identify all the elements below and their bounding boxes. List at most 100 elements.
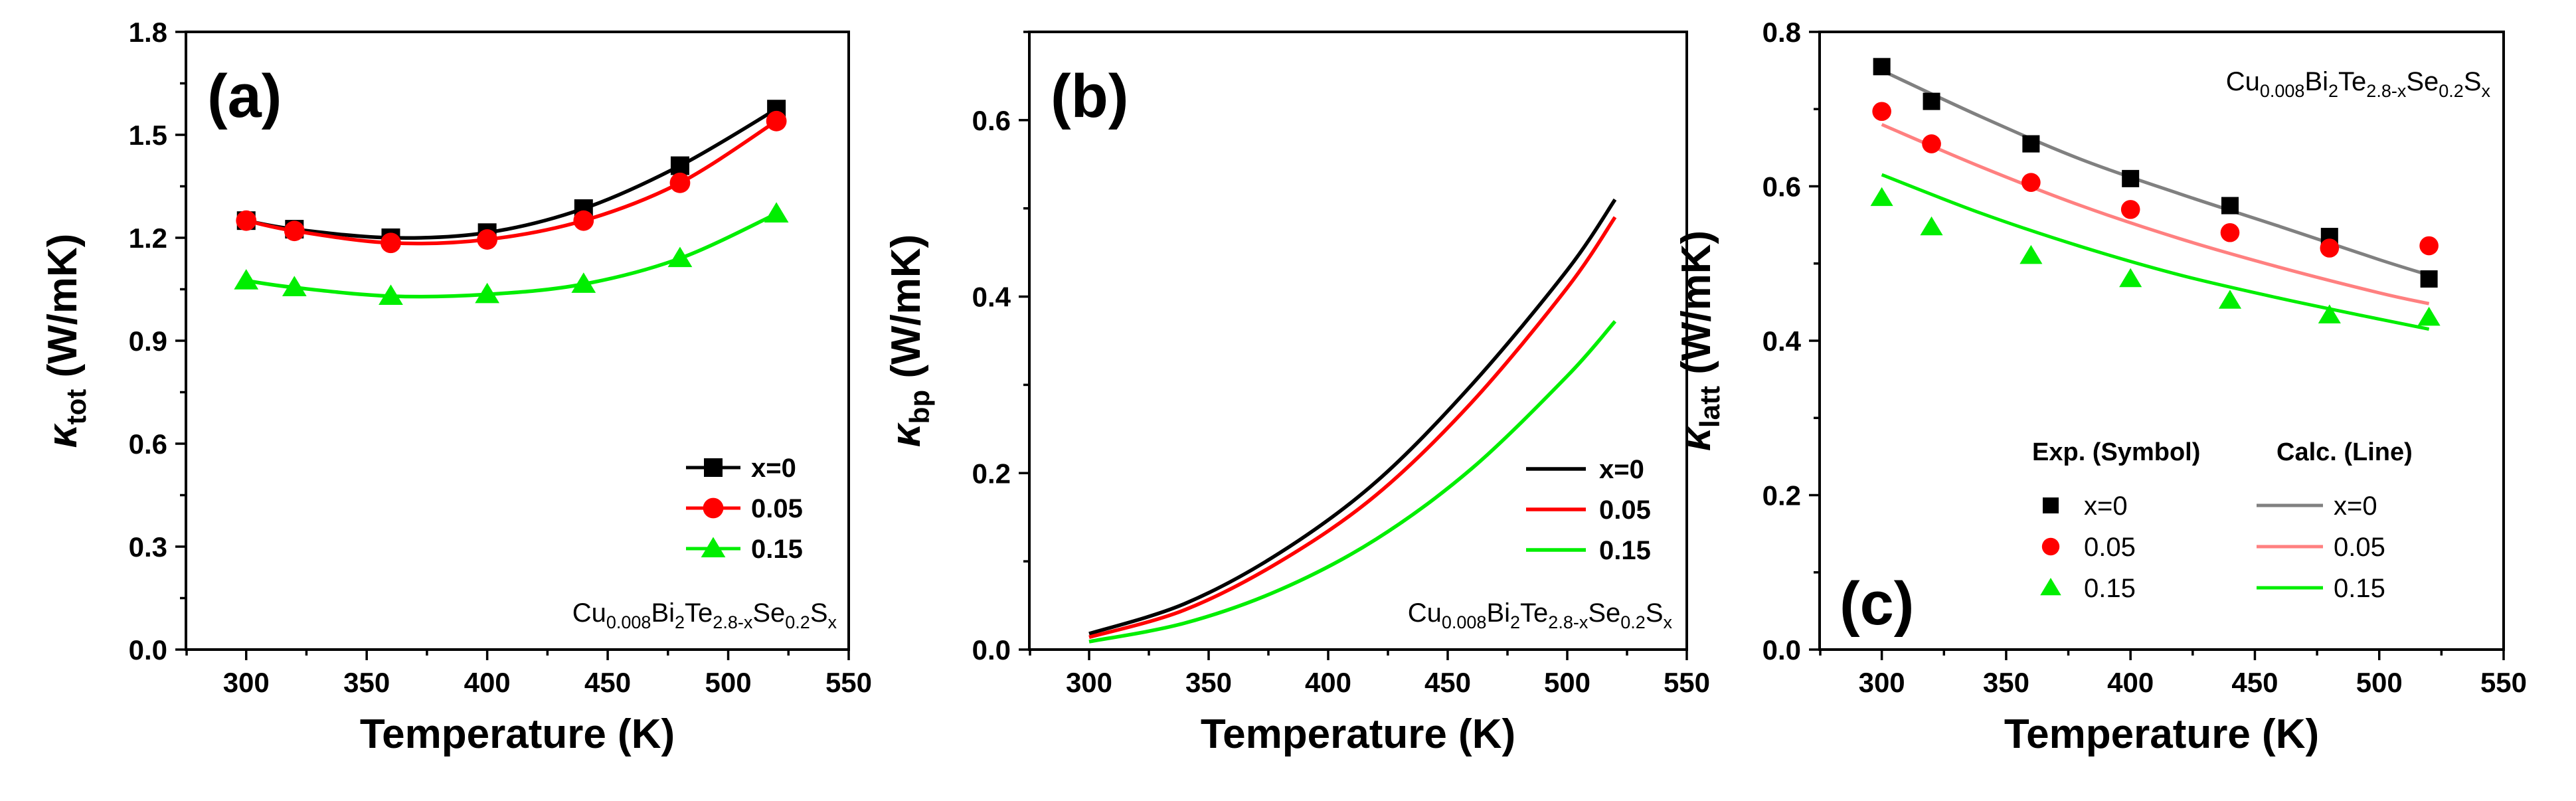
- data-point: [2019, 244, 2043, 264]
- y-axis-symbol: κ: [40, 422, 86, 448]
- legend-label: 0.15: [2084, 574, 2136, 603]
- data-point: [477, 229, 498, 250]
- formula-part: S: [810, 598, 828, 628]
- series-0-15: [1870, 173, 2441, 331]
- calc-line: [1881, 68, 2430, 277]
- legend-label: 0.15: [2334, 574, 2385, 603]
- series-0-05: [1088, 216, 1617, 640]
- x-tick-label: 400: [2107, 667, 2154, 698]
- data-point: [670, 156, 689, 175]
- series-line: [1088, 216, 1617, 640]
- series-0-15: [1088, 319, 1617, 644]
- data-point: [236, 210, 257, 231]
- series-0-15: [234, 202, 789, 305]
- y-tick-label: 0.2: [972, 458, 1011, 489]
- legend-label: x=0: [2334, 491, 2377, 521]
- calc-line: [1881, 123, 2430, 306]
- y-tick-label: 0.6: [1762, 171, 1801, 203]
- series-line: [246, 212, 778, 299]
- data-point: [475, 282, 500, 304]
- panel-label: (a): [207, 62, 282, 130]
- x-tick-label: 550: [1664, 667, 1710, 698]
- series-0-05: [1872, 102, 2439, 306]
- formula-subscript: 0.008: [1442, 612, 1487, 632]
- data-point: [2022, 135, 2040, 153]
- formula-part: Cu: [572, 598, 606, 628]
- y-axis-subscript: bp: [904, 390, 935, 424]
- formula-part: S: [1646, 598, 1664, 628]
- data-point: [2120, 200, 2140, 219]
- x-axis-title: Temperature (K): [360, 711, 675, 757]
- data-point: [234, 269, 259, 290]
- legend-label: 0.15: [1599, 536, 1651, 565]
- formula-subscript: 2.8-x: [2366, 81, 2407, 101]
- y-tick-label: 1.2: [129, 222, 167, 254]
- legend-marker: [704, 458, 723, 477]
- panel-label: (b): [1051, 62, 1128, 130]
- data-point: [669, 172, 691, 193]
- legend-label: 0.05: [751, 494, 803, 523]
- y-tick-label: 0.4: [972, 282, 1011, 313]
- formula-label: Cu0.008Bi2Te2.8-xSe0.2Sx: [1408, 598, 1673, 632]
- formula-subscript: 0.2: [785, 612, 810, 632]
- y-axis-symbol: κ: [883, 422, 929, 447]
- legend-label: x=0: [2084, 491, 2128, 521]
- y-axis-title: κbp (W/mK): [883, 234, 935, 448]
- formula-subscript: 2: [675, 612, 685, 632]
- y-axis-symbol: κ: [1674, 426, 1719, 451]
- y-tick-label: 1.5: [129, 120, 167, 151]
- y-tick-label: 0.0: [1762, 634, 1801, 666]
- calc-line: [1881, 173, 2430, 331]
- formula-part: Te: [1520, 598, 1548, 628]
- series-x-0: [236, 100, 786, 247]
- formula-subscript: 0.008: [2260, 81, 2305, 101]
- x-tick-label: 400: [464, 667, 511, 698]
- data-point: [1870, 187, 1893, 207]
- data-point: [1923, 92, 1940, 110]
- legend-label: x=0: [1599, 455, 1644, 484]
- data-point: [2320, 238, 2340, 258]
- legend-marker: [703, 497, 724, 519]
- data-point: [381, 232, 401, 254]
- data-point: [1922, 134, 1941, 153]
- x-tick-label: 500: [2356, 667, 2403, 698]
- y-tick-label: 0.6: [129, 428, 167, 460]
- y-axis-title: κtot (W/mK): [40, 234, 92, 448]
- data-point: [766, 110, 787, 132]
- data-point: [2318, 304, 2341, 323]
- legend-marker: [2040, 578, 2061, 596]
- data-point: [2119, 268, 2142, 288]
- formula-part: Te: [685, 598, 713, 628]
- formula-subscript: 2: [1510, 612, 1520, 632]
- x-tick-label: 500: [705, 667, 752, 698]
- formula-part: Bi: [2304, 67, 2328, 96]
- formula-label: Cu0.008Bi2Te2.8-xSe0.2Sx: [2226, 67, 2491, 101]
- series-line: [246, 120, 778, 246]
- series-line: [1088, 319, 1617, 644]
- formula-part: S: [2464, 67, 2482, 96]
- x-tick-label: 350: [343, 667, 390, 698]
- legend: Exp. (Symbol) Calc. (Line) x=0 x=0 0.05 0.05 0…: [2032, 438, 2413, 603]
- formula-subscript: x: [828, 612, 837, 632]
- legend-header-exp: Exp. (Symbol): [2032, 438, 2200, 466]
- y-tick-label: 0.0: [129, 634, 167, 666]
- data-point: [571, 272, 596, 293]
- formula-subscript: x: [2482, 81, 2491, 101]
- formula-subscript: 0.2: [2439, 81, 2464, 101]
- y-axis-subscript: latt: [1694, 386, 1725, 428]
- data-point: [1872, 102, 1891, 122]
- y-tick-label: 0.0: [972, 634, 1011, 666]
- y-axis-title: κlatt (W/mK): [1674, 230, 1725, 451]
- series-line: [1088, 198, 1617, 636]
- formula-subscript: 2: [2328, 81, 2338, 101]
- x-tick-label: 550: [825, 667, 872, 698]
- y-tick-label: 0.2: [1762, 480, 1801, 511]
- formula-subscript: 0.2: [1620, 612, 1646, 632]
- data-point: [2221, 197, 2239, 215]
- formula-label: Cu0.008Bi2Te2.8-xSe0.2Sx: [572, 598, 837, 632]
- data-point: [2220, 222, 2240, 242]
- plot-frame: [1028, 31, 1688, 651]
- legend-label: 0.05: [2334, 533, 2385, 562]
- y-tick-label: 1.8: [129, 17, 167, 48]
- data-point: [282, 276, 307, 297]
